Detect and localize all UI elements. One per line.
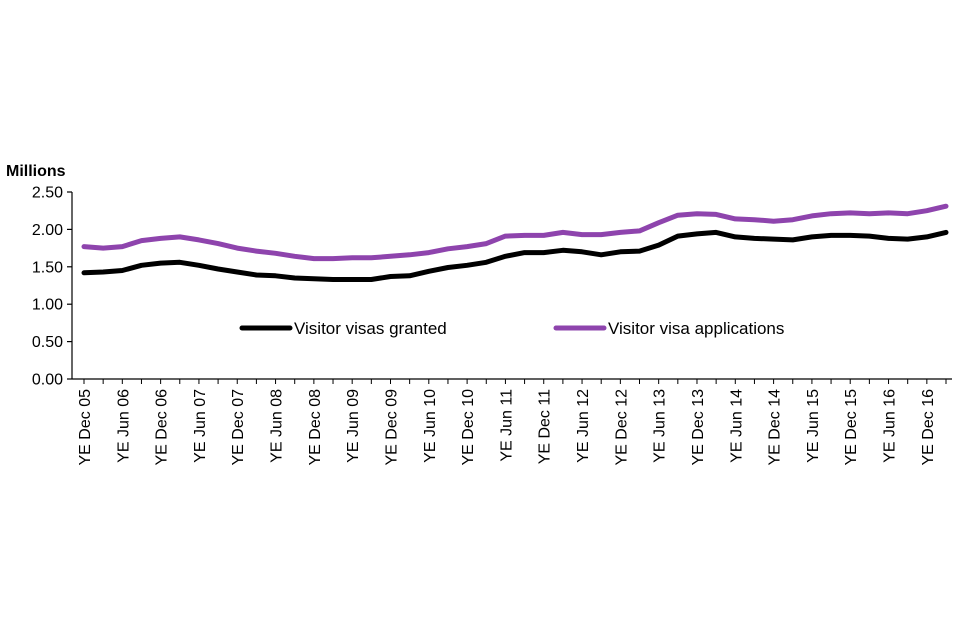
x-tick-label: YE Jun 15 [805, 389, 822, 463]
x-tick-label: YE Jun 06 [115, 389, 132, 463]
x-tick-label: YE Jun 16 [882, 389, 899, 463]
y-tick-label: 0.00 [32, 372, 63, 389]
x-tick-label: YE Jun 14 [728, 389, 745, 463]
x-tick-label: YE Dec 11 [537, 389, 554, 464]
x-axis-ticks: YE Dec 05 YE Jun 06 YE Dec 06 YE Jun 07 YE D… [77, 379, 947, 466]
y-tick-label: 0.50 [32, 334, 63, 351]
x-tick-label: YE Dec 08 [307, 389, 324, 466]
x-tick-label: YE Jun 09 [345, 389, 362, 463]
y-tick-label: 1.00 [32, 297, 63, 314]
x-tick-label: YE Dec 10 [460, 389, 477, 466]
legend: Visitor visas granted Visitor visa applic… [239, 319, 784, 338]
legend-label: Visitor visa applications [608, 319, 784, 338]
series-line-visas-granted [81, 229, 949, 282]
x-tick-label: YE Jun 08 [269, 389, 286, 463]
x-tick-label: YE Jun 13 [652, 389, 669, 463]
x-tick-label: YE Dec 16 [920, 389, 937, 466]
x-tick-label: YE Dec 14 [767, 389, 784, 466]
y-axis-ticks: 0.00 0.50 1.00 1.50 2.00 2.50 [32, 185, 72, 389]
x-tick-label: YE Jun 07 [192, 389, 209, 463]
series-lines [81, 203, 949, 282]
x-tick-label: YE Dec 15 [843, 389, 860, 466]
legend-label: Visitor visas granted [294, 319, 447, 338]
x-tick-label: YE Dec 05 [77, 389, 94, 466]
y-axis-title: Millions [6, 163, 66, 180]
x-tick-label: YE Jun 12 [575, 389, 592, 463]
y-tick-label: 2.00 [32, 222, 63, 239]
x-tick-label: YE Dec 13 [690, 389, 707, 466]
x-tick-label: YE Dec 06 [154, 389, 171, 466]
x-tick-label: YE Jun 10 [422, 389, 439, 463]
y-tick-label: 2.50 [32, 185, 63, 202]
y-tick-label: 1.50 [32, 259, 63, 276]
x-tick-label: YE Jun 11 [498, 389, 515, 462]
x-tick-label: YE Dec 09 [383, 389, 400, 466]
x-tick-label: YE Dec 07 [230, 389, 247, 466]
x-tick-label: YE Dec 12 [613, 389, 630, 466]
series-line-visa-applications [81, 203, 949, 262]
